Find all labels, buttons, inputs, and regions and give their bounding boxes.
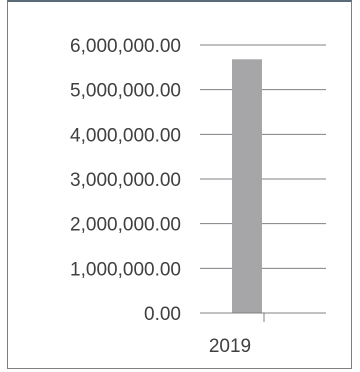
y-tick-label: 6,000,000.00 — [70, 36, 181, 57]
y-tick-label: 4,000,000.00 — [70, 125, 181, 146]
y-tick-label: 5,000,000.00 — [70, 81, 181, 102]
y-tick-label: 2,000,000.00 — [70, 215, 181, 236]
labels: 0.00 1,000,000.00 2,000,000.00 3,000,000.00… — [70, 36, 251, 357]
y-tick-label: 1,000,000.00 — [70, 259, 181, 280]
bar — [232, 59, 262, 313]
y-tick-label: 0.00 — [144, 304, 181, 325]
gridlines — [200, 44, 326, 269]
bars — [232, 59, 262, 313]
axes — [200, 312, 326, 322]
x-category-label: 2019 — [209, 336, 251, 357]
y-tick-label: 3,000,000.00 — [70, 170, 181, 191]
chart-frame — [7, 0, 352, 369]
